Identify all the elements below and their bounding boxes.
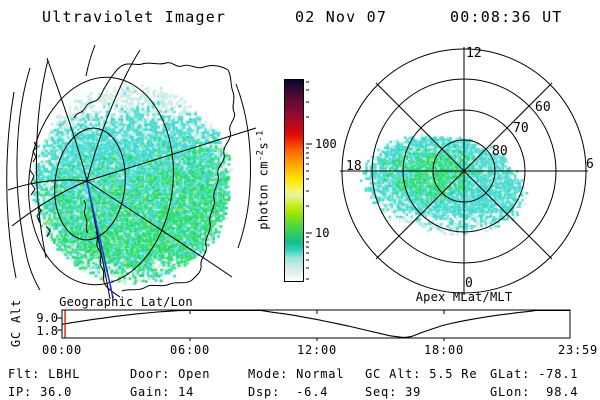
geo-lat-circle-inner (54, 127, 126, 241)
geo-lat-arc-right (235, 83, 251, 249)
status-door: Door: Open (130, 367, 211, 381)
altitude-curve (61, 309, 570, 338)
coast-islands-2 (29, 169, 36, 196)
coast-segment-upperleft (73, 96, 101, 119)
xtick-1200: 12:00 (296, 343, 338, 357)
status-glat: GLat: -78.1 (490, 367, 579, 381)
colorbar-tick-label-100: 100 (315, 137, 337, 151)
status-gc-alt: GC Alt: 5.5 Re (365, 367, 478, 381)
geo-lat-arc-left (16, 67, 41, 291)
coast-antarctica-main (99, 62, 236, 292)
coast-islands-3 (36, 204, 42, 224)
geo-map-grid (6, 44, 257, 300)
polar-mlt-label-6: 6 (586, 157, 594, 172)
geo-lat-circle-outer (28, 76, 174, 286)
xtick-0000: 00:00 (41, 343, 83, 357)
geo-map-caption: Geographic Lat/Lon (59, 295, 193, 309)
xtick-1800: 18:00 (423, 343, 465, 357)
colorbar-unit-mid: s (256, 141, 271, 150)
time-label: 00:08:36 UT (450, 8, 563, 26)
geo-coastline (29, 62, 236, 298)
status-flt: Flt: LBHL (8, 367, 81, 381)
ytick-9-0: 9.0 (36, 311, 58, 325)
altitude-panel-ticks (57, 310, 445, 341)
gc-alt-axis-label: GC Alt (9, 298, 23, 348)
geo-meridian-nw (46, 57, 88, 182)
coast-near-pole (83, 199, 89, 234)
colorbar-gradient (284, 79, 304, 282)
status-mode: Mode: Normal (248, 367, 345, 381)
colorbar-unit-label: photon cm-2s-1 (256, 130, 271, 230)
geo-lat-arc-farleft (6, 91, 17, 279)
colorbar-unit-exp1: -2 (255, 149, 266, 162)
status-ip: IP: 36.0 (8, 385, 73, 399)
orbit-track-line (86, 181, 114, 299)
coast-peninsula (95, 231, 121, 298)
colorbar-tick-label-10: 10 (315, 226, 330, 240)
altitude-panel (57, 309, 571, 341)
polar-mlt-label-18: 18 (346, 159, 362, 174)
status-gain: Gain: 14 (130, 385, 195, 399)
coast-islands-1 (32, 141, 38, 163)
app-title: Ultraviolet Imager (42, 8, 227, 26)
date-label: 02 Nov 07 (295, 8, 388, 26)
polar-mlat-label-70: 70 (513, 121, 529, 136)
coast-islands-4 (45, 225, 51, 238)
polar-plot-caption: Apex MLat/MLT (415, 290, 513, 304)
xtick-2359: 23:59 (557, 343, 599, 357)
colorbar-unit-exp2: -1 (255, 130, 266, 142)
status-dsp: Dsp: -6.4 (248, 385, 329, 399)
polar-mlat-label-80: 80 (492, 144, 508, 159)
polar-grid (340, 47, 588, 295)
geo-meridian-se (86, 180, 233, 278)
geo-meridian-ne (86, 49, 141, 182)
polar-spoke-diag-2 (375, 82, 553, 260)
geo-meridian-w (7, 179, 88, 191)
geo-meridian-sw (11, 180, 88, 227)
polar-mlat-label-60: 60 (535, 100, 551, 115)
xtick-0600: 06:00 (169, 343, 211, 357)
geo-meridian-e (86, 127, 257, 182)
polar-mlt-label-12: 12 (466, 46, 482, 61)
colorbar-unit-prefix: photon cm (256, 161, 271, 230)
ytick-1-8: 1.8 (36, 323, 58, 338)
status-seq: Seq: 39 (365, 385, 422, 399)
status-glon: GLon: 98.4 (490, 385, 579, 399)
colorbar-ticks (306, 81, 312, 280)
geo-meridian-stub (85, 44, 96, 77)
polar-mlt-label-0: 0 (465, 276, 473, 291)
geo-lat-arc-left2 (35, 59, 49, 259)
